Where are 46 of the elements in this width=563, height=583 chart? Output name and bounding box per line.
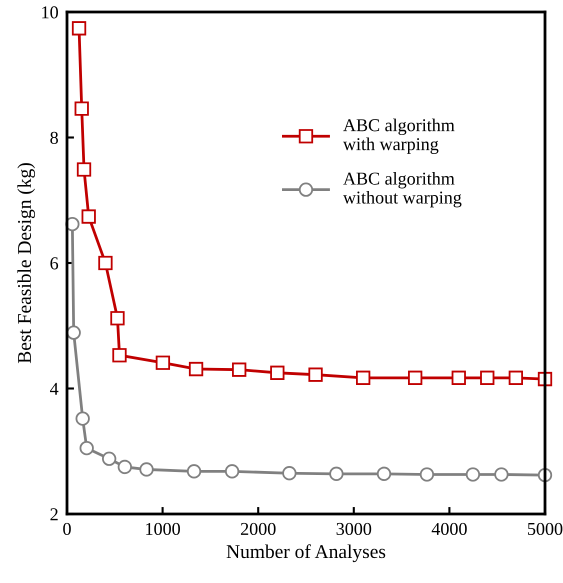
point (76, 162, 92, 177)
x-axis-title: Number of Analyses (226, 544, 386, 562)
y-tick-label: 8 (50, 132, 58, 144)
point (270, 366, 284, 380)
point (156, 356, 170, 370)
y-axis-title: Best Feasible Design (kg) (17, 163, 36, 364)
y-tick-label: 2 (50, 508, 58, 520)
point (82, 209, 96, 224)
x-tick-label: 5000 (528, 522, 562, 536)
x-tick-label: 2000 (240, 522, 276, 536)
point (102, 452, 116, 466)
point (466, 467, 480, 482)
point (74, 101, 89, 116)
point (480, 370, 494, 385)
point (232, 362, 246, 377)
y-tick-label: 6 (50, 257, 58, 270)
legend-label: ABC algorithm without warping (342, 172, 462, 208)
point (118, 460, 132, 474)
x-tick-label: 3000 (336, 522, 372, 536)
point (508, 370, 523, 385)
x-tick-label: 4000 (432, 522, 467, 536)
point (376, 466, 392, 481)
y-tick-label: 4 (50, 382, 58, 395)
point (308, 368, 323, 382)
point (224, 464, 240, 478)
point (112, 348, 127, 362)
point (452, 370, 466, 385)
point (408, 370, 422, 385)
legend-label: ABC algorithm with warping (342, 118, 455, 154)
y-tick-label: 10 (42, 6, 58, 18)
point (110, 311, 125, 326)
point (329, 466, 344, 481)
x-tick-label: 1000 (146, 522, 180, 536)
point (76, 411, 90, 426)
point (188, 362, 204, 376)
point (420, 467, 434, 482)
point (80, 440, 94, 456)
point (72, 21, 86, 36)
point (186, 464, 202, 478)
point (282, 466, 297, 480)
x-tick-label: 0 (63, 522, 71, 536)
point (494, 467, 509, 482)
point (139, 462, 154, 477)
point (66, 326, 81, 340)
point (98, 256, 113, 270)
point (356, 370, 370, 385)
